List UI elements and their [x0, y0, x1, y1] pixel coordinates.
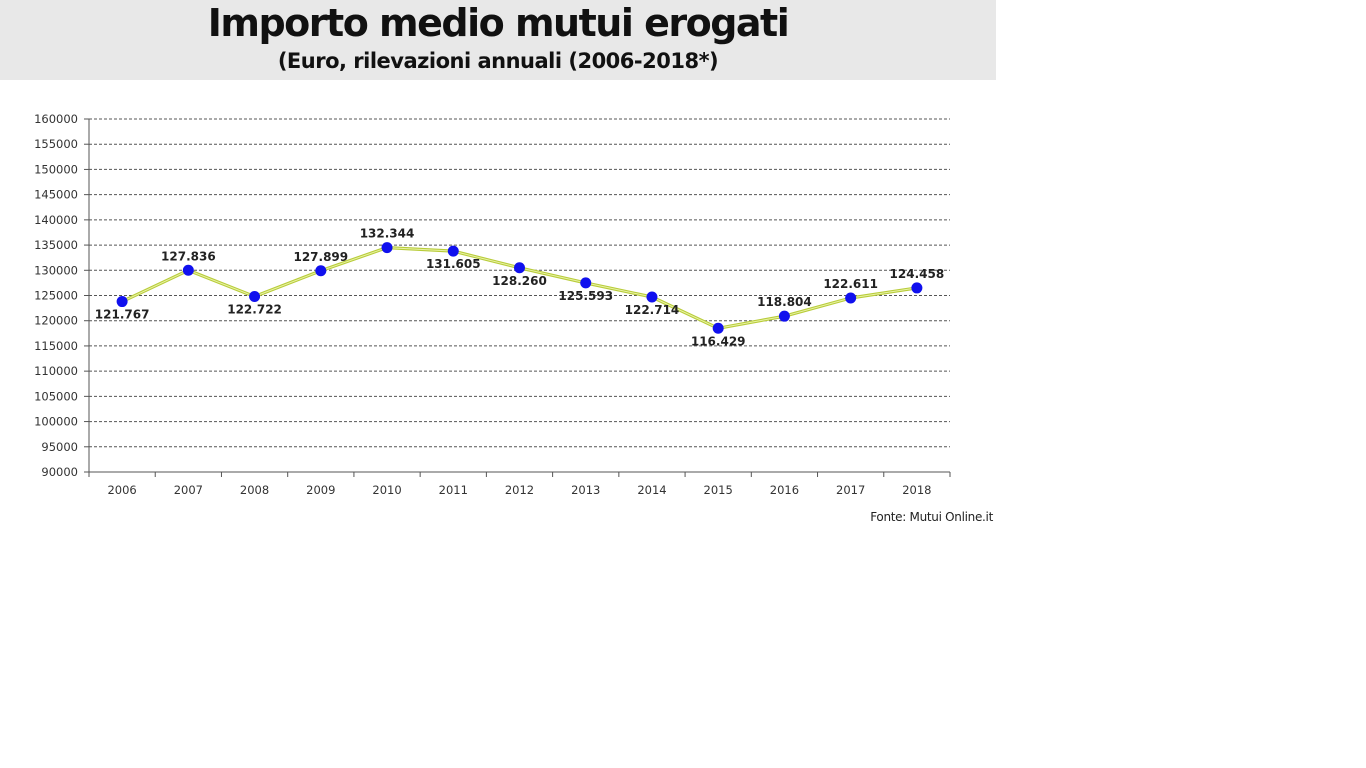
x-tick-label: 2012 [505, 483, 534, 497]
data-point [514, 262, 525, 274]
data-labels: 121.767 127.836 122.722 127.899 132.344 131.6… [95, 227, 944, 349]
data-point [712, 322, 724, 334]
data-point [182, 264, 194, 276]
data-label: 122.611 [823, 277, 878, 291]
data-label: 127.836 [161, 249, 216, 263]
y-tick-label: 125000 [34, 289, 78, 303]
data-label: 121.767 [95, 308, 150, 322]
data-point [315, 265, 327, 277]
source-note: Fonte: Mutui Online.it [870, 510, 993, 524]
y-tick-label: 145000 [34, 188, 78, 202]
x-tick-label: 2010 [372, 483, 401, 497]
data-label: 124.458 [890, 267, 945, 281]
chart-subtitle: (Euro, rilevazioni annuali (2006-2018*) [277, 49, 719, 73]
data-point [845, 292, 857, 304]
data-point [580, 277, 592, 289]
data-point [447, 245, 459, 257]
chart-title: Importo medio mutui erogati [207, 1, 790, 45]
x-tick-label: 2011 [439, 483, 468, 497]
data-label: 132.344 [360, 227, 415, 241]
data-label: 118.804 [757, 295, 812, 309]
x-tick-label: 2013 [571, 483, 600, 497]
x-tick-label: 2018 [902, 483, 931, 497]
data-point [249, 291, 261, 303]
axes [84, 118, 951, 477]
x-tick-label: 2009 [306, 483, 335, 497]
chart-header: Importo medio mutui erogati (Euro, rilev… [0, 0, 996, 80]
x-tick-label: 2006 [107, 483, 136, 497]
y-tick-label: 120000 [34, 314, 78, 328]
data-label: 127.899 [293, 250, 348, 264]
x-tick-label: 2017 [836, 483, 865, 497]
data-label: 125.593 [558, 289, 613, 303]
y-tick-label: 150000 [34, 162, 78, 176]
y-axis-ticks: 90000 95000 100000 105000 110000 115000 120000… [34, 112, 78, 479]
x-tick-label: 2007 [174, 483, 203, 497]
data-point [646, 291, 658, 303]
series-markers [116, 242, 923, 334]
x-tick-label: 2008 [240, 483, 269, 497]
y-tick-label: 95000 [41, 440, 78, 454]
data-label: 128.260 [492, 274, 547, 288]
y-tick-label: 160000 [34, 112, 78, 126]
x-tick-label: 2014 [637, 483, 666, 497]
y-tick-label: 140000 [34, 213, 78, 227]
data-label: 116.429 [691, 334, 746, 348]
data-label: 131.605 [426, 257, 481, 271]
data-point [911, 282, 923, 294]
y-tick-label: 110000 [34, 364, 78, 378]
x-axis-ticks: 2006 2007 2008 2009 2010 2011 2012 2013 2014 2015… [107, 483, 931, 497]
x-tick-label: 2016 [770, 483, 799, 497]
data-point [778, 310, 790, 322]
y-tick-label: 155000 [34, 137, 78, 151]
y-tick-label: 100000 [34, 415, 78, 429]
data-label: 122.714 [625, 303, 680, 317]
x-tick-label: 2015 [704, 483, 733, 497]
y-tick-label: 130000 [34, 263, 78, 277]
y-tick-label: 115000 [34, 339, 78, 353]
y-tick-label: 105000 [34, 389, 78, 403]
y-tick-label: 135000 [34, 238, 78, 252]
data-point [381, 242, 393, 254]
data-point [116, 296, 128, 308]
y-tick-label: 90000 [41, 465, 78, 479]
data-label: 122.722 [227, 303, 282, 317]
